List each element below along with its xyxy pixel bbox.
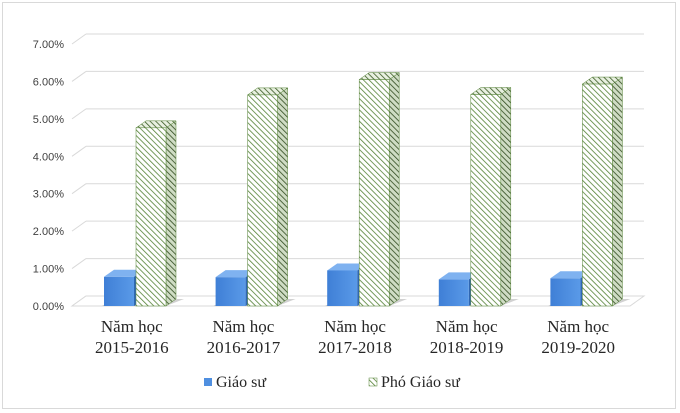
bar-side — [612, 76, 623, 307]
bar-group — [325, 72, 408, 307]
x-category-label-line2: 2015-2016 — [95, 338, 169, 357]
gridline-diagonal — [71, 33, 87, 45]
gridline-diagonal — [71, 183, 87, 195]
bars — [102, 72, 631, 307]
y-tick-label: 3.00% — [33, 189, 64, 201]
bar-top — [327, 263, 368, 271]
bar-front — [550, 278, 581, 306]
bar-front — [438, 279, 469, 306]
x-category-label-line1: Năm học — [436, 317, 498, 336]
y-tick-label: 1.00% — [33, 264, 64, 276]
x-axis: Năm học 2015-2016 Năm học 2016-2017 Năm học 2… — [95, 317, 615, 357]
legend: Giáo sư Phó Giáo sư — [204, 374, 461, 391]
bar-front — [135, 127, 167, 307]
bar-front — [327, 270, 358, 306]
legend-swatch — [368, 377, 378, 387]
bar-top — [550, 271, 591, 279]
bar-front — [470, 94, 502, 307]
bar-front — [104, 276, 134, 306]
bar-side — [165, 120, 177, 307]
bar-top — [438, 272, 479, 280]
x-category-label-line1: Năm học — [547, 317, 609, 336]
bar-group — [436, 87, 519, 307]
bar — [468, 87, 519, 307]
legend-label: Phó Giáo sư — [381, 374, 461, 391]
gridline-diagonal — [71, 220, 87, 232]
x-category-label-line2: 2018-2019 — [430, 338, 504, 357]
bar-side — [277, 87, 288, 307]
y-axis: 0.00% 1.00% 2.00% 3.00% 4.00% 5.00% 6.00% 7.00% — [33, 39, 64, 313]
bar-side — [388, 72, 400, 307]
x-category-label-line2: 2016-2017 — [207, 338, 281, 357]
bar — [245, 87, 296, 307]
gridline-diagonal — [71, 258, 87, 269]
y-tick-label: 2.00% — [33, 226, 64, 238]
y-tick-label: 4.00% — [33, 151, 64, 163]
bar-group — [102, 120, 184, 307]
bar-front — [358, 79, 390, 307]
chart-frame — [2, 2, 676, 409]
y-tick-label: 6.00% — [33, 76, 64, 88]
bar-front — [582, 83, 613, 307]
bar-top — [104, 269, 144, 277]
bar — [580, 76, 631, 307]
gridline-diagonal — [71, 145, 87, 157]
x-category-label-line1: Năm học — [212, 317, 274, 336]
bar-group — [213, 87, 296, 307]
bar-top — [215, 270, 256, 278]
bar-side — [500, 87, 512, 307]
x-category-label-line2: 2017-2018 — [318, 338, 392, 357]
x-category-label-line1: Năm học — [101, 317, 163, 336]
x-category-label-line2: 2019-2020 — [541, 338, 615, 357]
bar — [134, 120, 184, 307]
legend-swatch — [204, 378, 212, 386]
gridline-diagonal — [71, 108, 87, 120]
bar — [357, 72, 408, 307]
y-tick-label: 5.00% — [33, 114, 64, 126]
bar-front — [247, 94, 278, 307]
gridline-diagonal — [71, 71, 87, 82]
bar-group — [548, 76, 631, 307]
y-tick-label: 0.00% — [33, 301, 64, 313]
x-category-label-line1: Năm học — [324, 317, 386, 336]
bar-front — [215, 277, 246, 306]
legend-label: Giáo sư — [216, 374, 267, 391]
y-tick-label: 7.00% — [33, 39, 64, 51]
